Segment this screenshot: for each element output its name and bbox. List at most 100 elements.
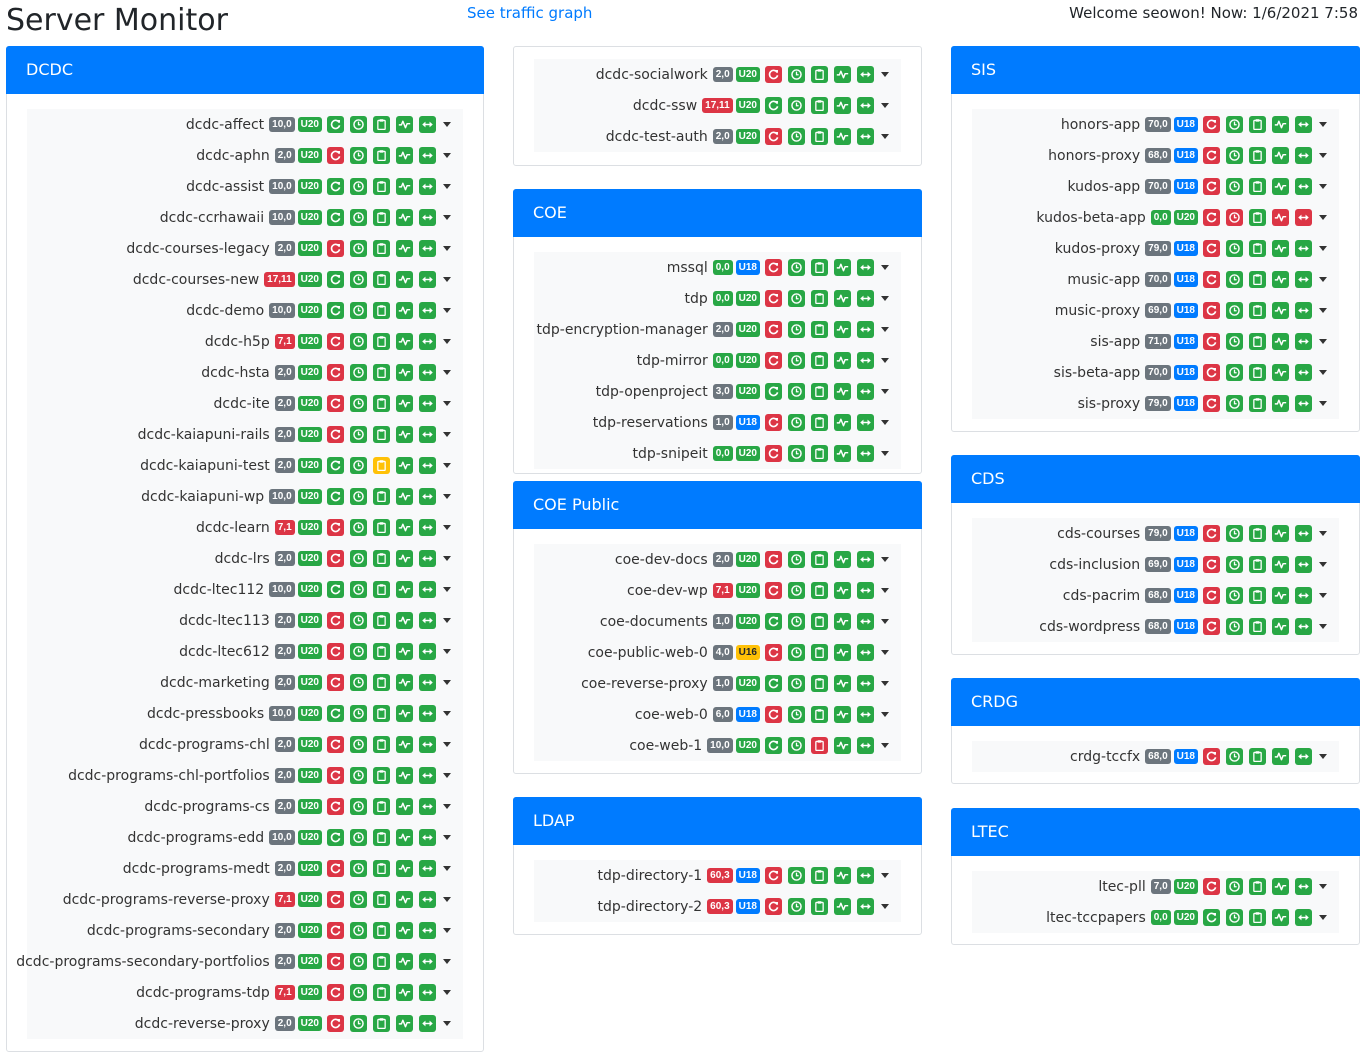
clock-icon[interactable] bbox=[1226, 333, 1243, 350]
chevron-down-icon[interactable] bbox=[1319, 562, 1327, 567]
arrows-icon[interactable] bbox=[857, 128, 874, 145]
clipboard-icon[interactable] bbox=[811, 321, 828, 338]
clipboard-icon[interactable] bbox=[373, 550, 390, 567]
restart-icon[interactable] bbox=[327, 581, 344, 598]
clock-icon[interactable] bbox=[350, 860, 367, 877]
activity-icon[interactable] bbox=[1272, 333, 1289, 350]
activity-icon[interactable] bbox=[396, 922, 413, 939]
chevron-down-icon[interactable] bbox=[1319, 184, 1327, 189]
restart-icon[interactable] bbox=[327, 798, 344, 815]
server-name[interactable]: dcdc-programs-secondary bbox=[86, 922, 270, 939]
clock-icon[interactable] bbox=[788, 582, 805, 599]
clock-icon[interactable] bbox=[350, 767, 367, 784]
clipboard-icon[interactable] bbox=[1249, 364, 1266, 381]
clipboard-icon[interactable] bbox=[373, 178, 390, 195]
restart-icon[interactable] bbox=[1203, 909, 1220, 926]
arrows-icon[interactable] bbox=[857, 675, 874, 692]
clipboard-icon[interactable] bbox=[373, 984, 390, 1001]
chevron-down-icon[interactable] bbox=[443, 1021, 451, 1026]
server-name[interactable]: dcdc-programs-tdp bbox=[136, 984, 270, 1001]
activity-icon[interactable] bbox=[1272, 364, 1289, 381]
arrows-icon[interactable] bbox=[419, 209, 436, 226]
restart-icon[interactable] bbox=[1203, 525, 1220, 542]
server-name[interactable]: tdp-directory-1 bbox=[597, 867, 703, 884]
chevron-down-icon[interactable] bbox=[1319, 153, 1327, 158]
clipboard-icon[interactable] bbox=[373, 395, 390, 412]
server-name[interactable]: dcdc-reverse-proxy bbox=[134, 1015, 270, 1032]
arrows-icon[interactable] bbox=[419, 612, 436, 629]
clock-icon[interactable] bbox=[788, 383, 805, 400]
activity-icon[interactable] bbox=[1272, 748, 1289, 765]
clipboard-icon[interactable] bbox=[373, 240, 390, 257]
arrows-icon[interactable] bbox=[419, 147, 436, 164]
activity-icon[interactable] bbox=[396, 488, 413, 505]
arrows-icon[interactable] bbox=[419, 984, 436, 1001]
activity-icon[interactable] bbox=[1272, 587, 1289, 604]
restart-icon[interactable] bbox=[1203, 878, 1220, 895]
clock-icon[interactable] bbox=[788, 737, 805, 754]
chevron-down-icon[interactable] bbox=[443, 773, 451, 778]
restart-icon[interactable] bbox=[327, 209, 344, 226]
restart-icon[interactable] bbox=[1203, 271, 1220, 288]
server-name[interactable]: dcdc-courses-legacy bbox=[126, 240, 270, 257]
arrows-icon[interactable] bbox=[857, 898, 874, 915]
arrows-icon[interactable] bbox=[857, 867, 874, 884]
clipboard-icon[interactable] bbox=[1249, 209, 1266, 226]
clock-icon[interactable] bbox=[350, 1015, 367, 1032]
chevron-down-icon[interactable] bbox=[1319, 531, 1327, 536]
arrows-icon[interactable] bbox=[419, 550, 436, 567]
activity-icon[interactable] bbox=[1272, 618, 1289, 635]
activity-icon[interactable] bbox=[396, 116, 413, 133]
chevron-down-icon[interactable] bbox=[881, 296, 889, 301]
clock-icon[interactable] bbox=[350, 922, 367, 939]
restart-icon[interactable] bbox=[765, 445, 782, 462]
chevron-down-icon[interactable] bbox=[443, 246, 451, 251]
activity-icon[interactable] bbox=[834, 66, 851, 83]
restart-icon[interactable] bbox=[327, 519, 344, 536]
chevron-down-icon[interactable] bbox=[443, 804, 451, 809]
chevron-down-icon[interactable] bbox=[1319, 370, 1327, 375]
clock-icon[interactable] bbox=[350, 953, 367, 970]
arrows-icon[interactable] bbox=[857, 321, 874, 338]
server-name[interactable]: kudos-app bbox=[1067, 178, 1141, 195]
chevron-down-icon[interactable] bbox=[443, 835, 451, 840]
server-name[interactable]: dcdc-programs-chl bbox=[138, 736, 270, 753]
chevron-down-icon[interactable] bbox=[443, 742, 451, 747]
arrows-icon[interactable] bbox=[419, 240, 436, 257]
clipboard-icon[interactable] bbox=[811, 259, 828, 276]
chevron-down-icon[interactable] bbox=[881, 134, 889, 139]
arrows-icon[interactable] bbox=[419, 116, 436, 133]
chevron-down-icon[interactable] bbox=[881, 72, 889, 77]
restart-icon[interactable] bbox=[1203, 209, 1220, 226]
chevron-down-icon[interactable] bbox=[443, 277, 451, 282]
arrows-icon[interactable] bbox=[1295, 333, 1312, 350]
chevron-down-icon[interactable] bbox=[443, 587, 451, 592]
activity-icon[interactable] bbox=[1272, 878, 1289, 895]
clipboard-icon[interactable] bbox=[811, 128, 828, 145]
server-name[interactable]: dcdc-programs-secondary-portfolios bbox=[16, 953, 270, 970]
clock-icon[interactable] bbox=[1226, 909, 1243, 926]
clock-icon[interactable] bbox=[788, 259, 805, 276]
activity-icon[interactable] bbox=[834, 551, 851, 568]
clipboard-icon[interactable] bbox=[373, 457, 390, 474]
clipboard-icon[interactable] bbox=[811, 352, 828, 369]
server-name[interactable]: ltec-tccpapers bbox=[1046, 909, 1146, 926]
activity-icon[interactable] bbox=[834, 613, 851, 630]
clock-icon[interactable] bbox=[1226, 240, 1243, 257]
arrows-icon[interactable] bbox=[1295, 556, 1312, 573]
clock-icon[interactable] bbox=[350, 178, 367, 195]
server-name[interactable]: coe-web-0 bbox=[634, 706, 708, 723]
server-name[interactable]: dcdc-programs-edd bbox=[127, 829, 265, 846]
server-name[interactable]: dcdc-ite bbox=[213, 395, 270, 412]
chevron-down-icon[interactable] bbox=[443, 370, 451, 375]
server-name[interactable]: dcdc-lrs bbox=[214, 550, 270, 567]
restart-icon[interactable] bbox=[327, 457, 344, 474]
chevron-down-icon[interactable] bbox=[881, 103, 889, 108]
server-name[interactable]: dcdc-ccrhawaii bbox=[159, 209, 265, 226]
activity-icon[interactable] bbox=[834, 867, 851, 884]
restart-icon[interactable] bbox=[765, 414, 782, 431]
restart-icon[interactable] bbox=[765, 128, 782, 145]
restart-icon[interactable] bbox=[327, 550, 344, 567]
chevron-down-icon[interactable] bbox=[443, 556, 451, 561]
activity-icon[interactable] bbox=[834, 706, 851, 723]
